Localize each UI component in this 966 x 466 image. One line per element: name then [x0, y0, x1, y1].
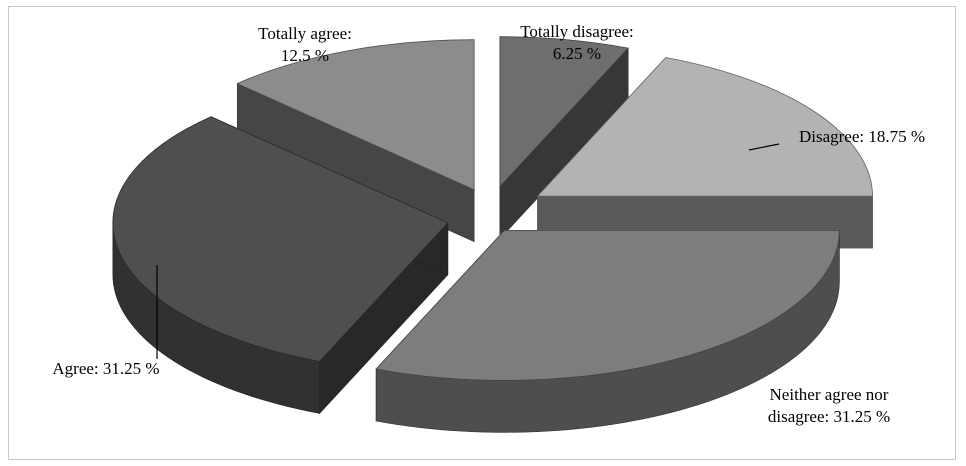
label-totally-agree: Totally agree: 12.5 % — [258, 24, 352, 65]
slice-totally-agree — [236, 39, 475, 191]
label-disagree-line-1: Disagree: 18.75 % — [799, 127, 925, 146]
leader-line-disagree — [748, 143, 780, 151]
slice-disagree — [536, 57, 873, 197]
label-agree-line-1: Agree: 31.25 % — [52, 359, 159, 378]
slice-neither-agree-nor-disagree — [375, 230, 840, 381]
label-neither-agree-nor-disagree-line-1: Neither agree nor — [770, 385, 889, 404]
label-totally-disagree-line-2: 6.25 % — [553, 44, 601, 63]
pie-chart: Totally disagree: 6.25 % Disagree: 18.75 %… — [52, 22, 925, 433]
label-neither-agree-nor-disagree-line-2: disagree: 31.25 % — [768, 407, 890, 426]
slice-totally-disagree — [499, 36, 629, 188]
chart-frame: Totally disagree: 6.25 % Disagree: 18.75 %… — [8, 6, 956, 460]
label-agree: Agree: 31.25 % — [52, 359, 159, 378]
label-totally-agree-line-2: 12.5 % — [281, 46, 329, 65]
slice-agree — [112, 116, 449, 362]
label-totally-agree-line-1: Totally agree: — [258, 24, 352, 43]
label-disagree: Disagree: 18.75 % — [799, 127, 925, 146]
label-totally-disagree-line-1: Totally disagree: — [520, 22, 634, 41]
label-neither-agree-nor-disagree: Neither agree nor disagree: 31.25 % — [768, 385, 890, 426]
label-totally-disagree: Totally disagree: 6.25 % — [520, 22, 634, 63]
